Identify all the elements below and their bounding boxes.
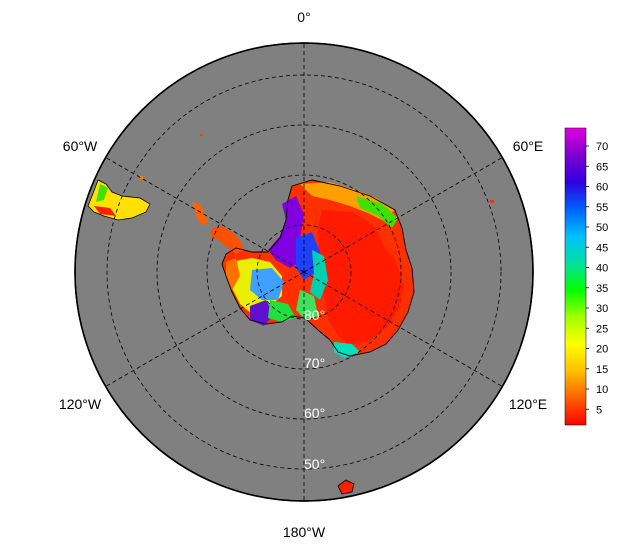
weddell-purple xyxy=(268,196,304,268)
new-zealand-tip xyxy=(337,479,355,495)
meridian-5 xyxy=(95,151,305,273)
lon-label-180: 180°W xyxy=(283,524,326,540)
colorbar-tick-label: 50 xyxy=(596,222,608,234)
meridian-1 xyxy=(303,151,513,273)
latitude-circle-1 xyxy=(206,174,402,370)
colorbar-tick-label: 20 xyxy=(596,344,608,356)
colorbar-tick-label: 35 xyxy=(596,283,608,295)
colorbar-tick-label: 15 xyxy=(596,364,608,376)
west-antarctica-blue xyxy=(250,268,284,300)
colorbar-fill xyxy=(564,127,587,426)
colorbar-tick-label: 10 xyxy=(596,384,608,396)
colorbar-ticks: 70 65 60 55 50 45 40 35 30 25 20 15 10 5 xyxy=(586,141,608,416)
island-georgia xyxy=(200,134,203,136)
colorbar-tick-label: 70 xyxy=(596,141,608,153)
marie-byrd-green xyxy=(268,300,296,322)
land-layer xyxy=(87,134,494,495)
latitude-circle-2 xyxy=(156,124,452,420)
peninsula-tip xyxy=(192,202,208,226)
graticule xyxy=(95,43,513,501)
colorbar-tick-label: 65 xyxy=(596,161,608,173)
antarctic-peninsula xyxy=(210,226,244,254)
west-antarctica-orange xyxy=(226,258,240,290)
colorbar-tick-label: 5 xyxy=(596,404,602,416)
meridian-2 xyxy=(303,271,513,393)
lon-label-120e: 120°E xyxy=(509,396,547,412)
lat-label-60: 60° xyxy=(304,405,325,421)
lon-label-60w: 60°W xyxy=(63,138,98,154)
colorbar: 70 65 60 55 50 45 40 35 30 25 20 15 10 5 xyxy=(564,127,608,426)
map-border xyxy=(74,42,534,502)
island-sandwich xyxy=(140,176,143,179)
lat-label-70: 70° xyxy=(304,355,325,371)
weddell-cyan xyxy=(310,250,328,300)
lat-label-80: 80° xyxy=(304,307,325,323)
south-america-red xyxy=(94,206,116,216)
lon-label-0: 0° xyxy=(297,9,310,25)
lat-label-50: 50° xyxy=(304,456,325,472)
meridian-4 xyxy=(95,271,305,393)
colorbar-tick-label: 40 xyxy=(596,263,608,275)
colorbar-tick-label: 25 xyxy=(596,323,608,335)
lon-label-60e: 60°E xyxy=(513,138,544,154)
antarctica-outline xyxy=(221,179,415,357)
ross-green xyxy=(296,290,318,320)
colorbar-tick-label: 30 xyxy=(596,303,608,315)
latitude-circle-0 xyxy=(256,224,352,320)
dml-green xyxy=(356,196,398,228)
west-antarctica-purple xyxy=(250,300,274,326)
island-kerguelen xyxy=(490,200,494,203)
colorbar-tick-label: 45 xyxy=(596,242,608,254)
lon-label-120w: 120°W xyxy=(59,396,102,412)
south-america-green xyxy=(96,184,108,202)
colorbar-tick-label: 60 xyxy=(596,182,608,194)
east-plateau xyxy=(318,210,404,346)
colorbar-tick-label: 55 xyxy=(596,202,608,214)
wilkes-cyan xyxy=(334,342,360,358)
